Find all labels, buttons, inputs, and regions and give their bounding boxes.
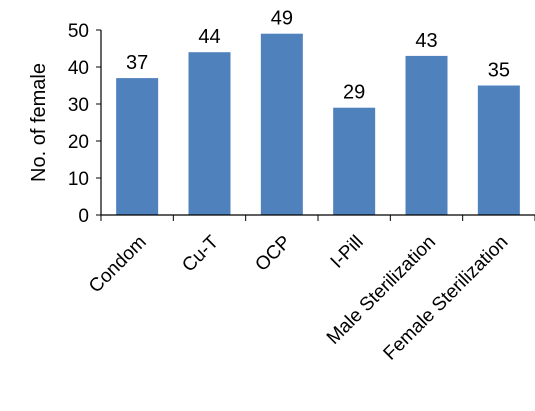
bar-male-sterilization: [405, 55, 448, 216]
y-axis-ticks: 0 10 20 30 40 50: [68, 21, 101, 227]
data-label: 49: [271, 8, 293, 30]
data-label: 29: [343, 82, 365, 104]
axes: [100, 30, 535, 221]
data-label: 35: [488, 60, 510, 82]
x-category-label: Female Sterilization: [380, 232, 513, 365]
data-labels: 37 44 49 29 43 35: [126, 8, 510, 104]
bar-i-pill: [333, 107, 376, 215]
data-label: 44: [198, 26, 220, 48]
bar-ocp: [260, 33, 303, 216]
y-tick-label: 10: [68, 169, 89, 190]
y-axis-title-group: No. of female: [28, 63, 50, 182]
x-category-label: Cu-T: [178, 231, 223, 276]
x-category-label: OCP: [251, 232, 295, 276]
bar-cu-t: [188, 52, 231, 216]
y-tick-label: 0: [78, 206, 89, 227]
y-axis-title: No. of female: [28, 63, 50, 182]
bar-condom: [116, 78, 159, 215]
data-label: 43: [415, 30, 437, 52]
x-category-label: Condom: [85, 232, 151, 298]
bar-female-sterilization: [477, 85, 520, 215]
data-label: 37: [126, 52, 148, 74]
y-tick-label: 30: [68, 95, 89, 116]
y-tick-label: 20: [68, 132, 89, 153]
y-tick-label: 40: [68, 58, 89, 79]
y-tick-label: 50: [68, 21, 89, 42]
bars: [116, 33, 520, 216]
x-category-label: I-Pill: [327, 232, 368, 273]
